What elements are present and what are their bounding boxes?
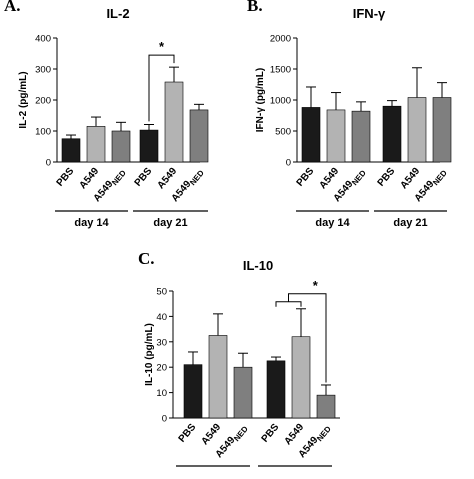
- y-tick-label: 50: [156, 287, 167, 298]
- panel-letter: A.: [4, 0, 21, 15]
- category-label: A549: [318, 166, 342, 192]
- bar: [407, 97, 427, 163]
- bar: [291, 336, 311, 419]
- y-axis-label: IL-2 (pg/mL): [18, 71, 29, 128]
- y-tick-label: 0: [162, 414, 167, 425]
- bar: [208, 335, 228, 419]
- group-label: day 21: [393, 217, 427, 229]
- category-label: A549: [399, 166, 423, 192]
- bar: [183, 364, 203, 419]
- group-label: day 21: [153, 217, 187, 229]
- category-label: PBS: [133, 166, 155, 189]
- bar: [164, 81, 184, 163]
- bar: [351, 110, 371, 163]
- bar: [86, 126, 106, 163]
- category-label: PBS: [376, 166, 398, 189]
- panel-letter: B.: [247, 0, 263, 15]
- chart-title: IL-10: [243, 258, 273, 273]
- category-label: A549: [283, 422, 307, 448]
- category-label: PBS: [295, 166, 317, 189]
- y-axis-label: IL-10 (pg/mL): [144, 323, 155, 386]
- y-tick-label: 2000: [270, 34, 291, 45]
- category-label: PBS: [177, 422, 199, 445]
- chart-title: IFN-γ: [353, 6, 386, 21]
- bar: [301, 107, 321, 163]
- category-label: PBS: [55, 166, 77, 189]
- y-tick-label: 20: [156, 363, 167, 374]
- y-tick-label: 10: [156, 388, 167, 399]
- bar: [233, 366, 253, 419]
- bar: [326, 109, 346, 163]
- bar: [189, 109, 209, 163]
- bar: [61, 138, 81, 163]
- bar: [266, 360, 286, 419]
- significance-bracket: [288, 293, 327, 383]
- category-label: A549: [156, 166, 180, 192]
- y-tick-label: 400: [35, 34, 51, 45]
- y-tick-label: 1000: [270, 96, 291, 107]
- bar: [139, 129, 159, 163]
- y-tick-label: 500: [275, 127, 291, 138]
- category-label: A549: [78, 166, 102, 192]
- bar: [382, 105, 402, 163]
- significance-bracket: [275, 301, 302, 307]
- group-label: day 14: [315, 217, 350, 229]
- y-tick-label: 0: [286, 158, 291, 169]
- y-tick-label: 300: [35, 65, 51, 76]
- y-tick-label: 40: [156, 312, 167, 323]
- bar: [111, 130, 131, 163]
- y-tick-label: 1500: [270, 65, 291, 76]
- bar: [432, 97, 452, 163]
- significance-marker: *: [313, 278, 319, 293]
- bar: [316, 394, 336, 419]
- y-tick-label: 100: [35, 127, 51, 138]
- chart-title: IL-2: [106, 6, 129, 21]
- y-tick-label: 200: [35, 96, 51, 107]
- significance-marker: *: [159, 39, 165, 54]
- category-label: A549: [200, 422, 224, 448]
- panel-letter: C.: [138, 249, 155, 268]
- y-tick-label: 0: [46, 158, 51, 169]
- category-label: PBS: [260, 422, 282, 445]
- y-axis-label: IFN-γ (pg/mL): [255, 68, 266, 132]
- group-label: day 14: [74, 217, 109, 229]
- significance-bracket: [148, 54, 175, 122]
- y-tick-label: 30: [156, 337, 167, 348]
